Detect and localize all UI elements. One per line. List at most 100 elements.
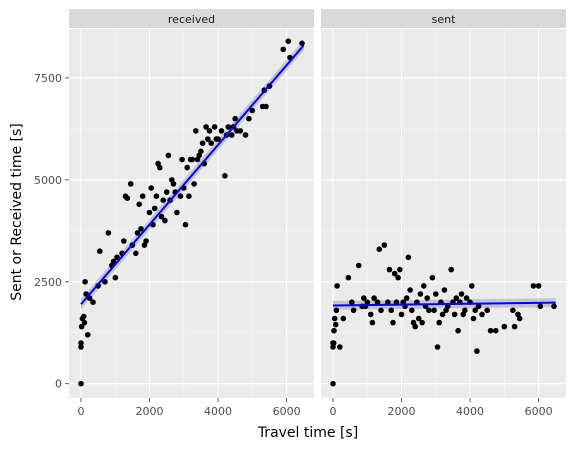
data-point [85,332,91,338]
data-point [439,311,446,318]
data-point [82,279,88,285]
data-point [415,315,422,322]
x-tick-label: 2000 [136,405,164,418]
data-point [225,124,232,130]
data-point [198,148,204,155]
data-point [535,283,542,289]
data-point [405,254,412,261]
data-point [350,307,357,314]
x-axis-title: Travel time [s] [257,425,358,441]
data-point [421,283,427,289]
data-point [110,258,117,265]
data-point [424,295,431,301]
data-point [177,193,184,199]
data-point [218,128,225,134]
data-point [470,315,477,322]
facet-label: sent [432,13,456,26]
data-point [431,307,437,314]
data-point [182,221,189,228]
data-point [158,213,165,220]
data-point [157,164,163,171]
data-point [285,38,292,44]
data-point [153,193,160,199]
data-point [393,299,400,306]
data-point [484,307,491,314]
data-point [448,266,455,273]
panels-group: received 0 2000 4000 6000 0 2500 5000 7500 sent 0 2… [34,9,566,418]
data-point [455,327,461,334]
data-point [211,124,218,130]
data-point [191,181,197,187]
data-point [390,319,396,326]
data-point [148,185,154,191]
y-tick-label: 2500 [34,276,62,289]
data-point [403,295,410,301]
data-point [203,124,209,130]
data-point [249,107,256,114]
data-point [334,283,340,289]
data-point [409,307,415,314]
x-tick-label: 6000 [525,405,553,418]
data-point [114,254,120,261]
data-point [146,209,153,216]
data-point [475,303,482,310]
data-point [458,291,465,297]
data-point [426,307,432,314]
data-point [97,248,103,254]
data-point [102,279,108,285]
data-point [163,189,170,195]
data-point [429,274,436,281]
data-point [511,323,518,330]
data-point [263,103,269,110]
data-point [80,313,87,320]
data-point [493,327,499,334]
data-point [451,311,458,318]
x-tick-label: 2000 [388,405,416,418]
data-point [331,327,337,334]
data-point [551,303,557,310]
data-point [516,315,523,322]
data-point [340,315,347,322]
data-point [143,238,149,244]
data-point [374,299,381,306]
data-point [395,274,401,281]
data-point [386,266,393,273]
data-point [469,283,475,289]
data-point [199,140,206,146]
data-point [378,307,384,314]
data-point [78,340,84,346]
data-point [479,311,485,318]
data-point [179,156,185,163]
panel-received: received 0 2000 4000 6000 0 2500 5000 7500 [34,9,314,418]
panel-sent: sent 0 2000 4000 6000 [321,9,566,418]
data-point [242,132,249,138]
regression-line [332,301,556,307]
y-tick-label: 5000 [34,174,62,187]
data-point [501,323,508,330]
data-point [246,115,252,122]
data-point [332,321,339,328]
panel-background [321,29,566,398]
data-point [441,287,448,293]
data-point [229,132,235,138]
data-point [205,136,211,142]
data-point [81,319,88,326]
data-point [391,270,398,277]
data-point [474,348,480,354]
facet-strip [69,9,314,28]
data-point [417,291,424,297]
data-point [78,380,84,387]
data-point [121,238,127,244]
regression-line [80,44,305,305]
data-point [151,205,158,212]
data-point [436,319,443,326]
data-point [170,181,177,187]
data-point [398,311,405,318]
data-point [222,173,228,179]
data-point [355,262,362,269]
data-point [364,299,371,306]
data-point [189,156,196,163]
data-point [345,274,352,281]
panel-background [69,29,314,398]
